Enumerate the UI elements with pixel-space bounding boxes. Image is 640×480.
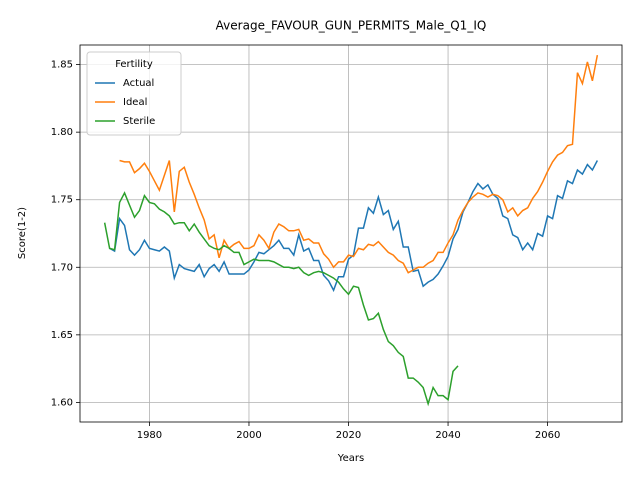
y-tick-label: 1.80 — [51, 127, 73, 138]
x-axis-label: Years — [337, 453, 364, 464]
plot-frame — [79, 44, 623, 423]
series-line — [119, 54, 599, 274]
x-tick-label: 2060 — [535, 430, 560, 441]
legend-label: Actual — [123, 78, 154, 89]
y-axis-label: Score(1-2) — [17, 207, 28, 259]
x-tick-label: 2040 — [435, 430, 460, 441]
legend-label: Ideal — [123, 97, 147, 108]
y-tick-label: 1.60 — [51, 397, 73, 408]
chart-title: Average_FAVOUR_GUN_PERMITS_Male_Q1_IQ — [216, 19, 487, 33]
y-tick-label: 1.75 — [51, 195, 73, 206]
legend-label: Sterile — [123, 116, 155, 127]
x-tick-label: 2000 — [236, 430, 261, 441]
series-line — [109, 160, 599, 293]
y-tick-label: 1.65 — [51, 330, 73, 341]
x-tick-label: 2020 — [336, 430, 361, 441]
y-tick-label: 1.85 — [51, 60, 73, 71]
x-tick-label: 1980 — [137, 430, 162, 441]
y-tick-label: 1.70 — [51, 262, 73, 273]
legend-box — [86, 51, 182, 136]
series-line — [103, 191, 459, 407]
legend-title: Fertility — [115, 59, 153, 70]
legend: Fertility Actual Ideal Sterile — [86, 51, 182, 136]
